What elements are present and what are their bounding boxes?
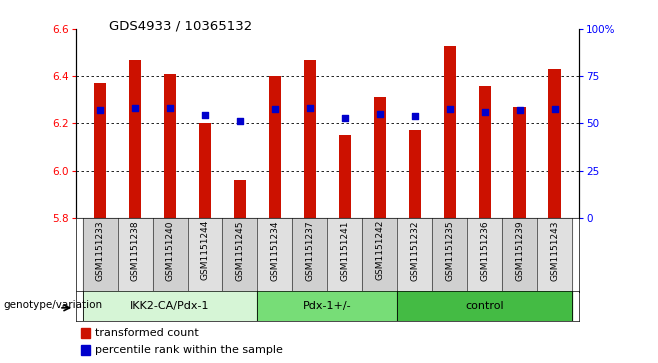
- Bar: [199, 123, 211, 218]
- Bar: [94, 83, 106, 218]
- Bar: [363, 218, 397, 292]
- Point: [480, 109, 490, 115]
- Point: [95, 107, 105, 113]
- Text: control: control: [465, 301, 504, 311]
- Point: [409, 113, 420, 119]
- Point: [270, 106, 280, 112]
- Bar: [118, 218, 153, 292]
- Bar: [153, 218, 188, 292]
- Bar: [292, 218, 327, 292]
- Text: GSM1151243: GSM1151243: [550, 220, 559, 281]
- Text: percentile rank within the sample: percentile rank within the sample: [95, 345, 283, 355]
- Point: [130, 105, 140, 111]
- Bar: [257, 291, 397, 321]
- Bar: [328, 218, 363, 292]
- Bar: [222, 218, 257, 292]
- Bar: [83, 218, 118, 292]
- Point: [340, 115, 350, 121]
- Text: GSM1151239: GSM1151239: [515, 220, 524, 281]
- Text: GSM1151236: GSM1151236: [480, 220, 489, 281]
- Bar: [397, 291, 572, 321]
- Bar: [502, 218, 537, 292]
- Text: transformed count: transformed count: [95, 328, 199, 338]
- Bar: [304, 60, 316, 218]
- Bar: [188, 218, 222, 292]
- Point: [305, 105, 315, 111]
- Bar: [81, 345, 89, 355]
- Bar: [83, 291, 257, 321]
- Bar: [478, 86, 491, 218]
- Bar: [374, 97, 386, 218]
- Point: [515, 107, 525, 113]
- Point: [235, 118, 245, 124]
- Bar: [397, 218, 432, 292]
- Text: genotype/variation: genotype/variation: [4, 300, 103, 310]
- Text: GSM1151235: GSM1151235: [445, 220, 454, 281]
- Text: GSM1151242: GSM1151242: [375, 220, 384, 280]
- Text: GSM1151237: GSM1151237: [305, 220, 315, 281]
- Text: GSM1151234: GSM1151234: [270, 220, 280, 281]
- Point: [549, 106, 560, 112]
- Bar: [549, 69, 561, 218]
- Text: GSM1151232: GSM1151232: [410, 220, 419, 281]
- Text: GSM1151241: GSM1151241: [340, 220, 349, 281]
- Bar: [129, 60, 141, 218]
- Bar: [537, 218, 572, 292]
- Text: GSM1151238: GSM1151238: [130, 220, 139, 281]
- Text: GSM1151244: GSM1151244: [201, 220, 209, 280]
- Bar: [164, 74, 176, 218]
- Text: GSM1151240: GSM1151240: [166, 220, 174, 281]
- Point: [200, 112, 211, 118]
- Bar: [409, 130, 421, 218]
- Point: [374, 111, 385, 117]
- Bar: [257, 218, 292, 292]
- Bar: [513, 107, 526, 218]
- Text: IKK2-CA/Pdx-1: IKK2-CA/Pdx-1: [130, 301, 210, 311]
- Bar: [234, 180, 246, 218]
- Bar: [443, 45, 456, 218]
- Text: GSM1151245: GSM1151245: [236, 220, 245, 281]
- Text: GDS4933 / 10365132: GDS4933 / 10365132: [109, 20, 252, 33]
- Point: [164, 105, 175, 111]
- Point: [444, 106, 455, 112]
- Text: GSM1151233: GSM1151233: [95, 220, 105, 281]
- Text: Pdx-1+/-: Pdx-1+/-: [303, 301, 351, 311]
- Bar: [432, 218, 467, 292]
- Bar: [339, 135, 351, 218]
- Bar: [467, 218, 502, 292]
- Bar: [81, 328, 89, 338]
- Bar: [269, 76, 281, 218]
